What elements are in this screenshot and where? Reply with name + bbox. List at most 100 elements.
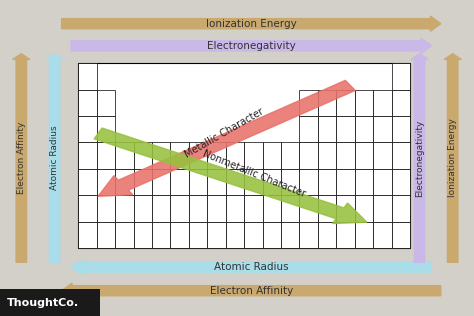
- Bar: [97, 222, 115, 248]
- Text: Electronegativity: Electronegativity: [415, 119, 424, 197]
- Bar: [78, 169, 97, 195]
- Bar: [189, 222, 207, 248]
- Bar: [355, 116, 373, 143]
- Bar: [152, 222, 170, 248]
- Bar: [244, 222, 263, 248]
- Bar: [115, 169, 134, 195]
- Bar: [134, 222, 152, 248]
- Bar: [300, 222, 318, 248]
- FancyArrow shape: [411, 54, 428, 262]
- Bar: [170, 169, 189, 195]
- Bar: [115, 143, 134, 169]
- Bar: [336, 90, 355, 116]
- Text: Metallic Character: Metallic Character: [183, 107, 265, 160]
- Bar: [318, 195, 336, 222]
- Bar: [355, 222, 373, 248]
- Bar: [170, 222, 189, 248]
- Bar: [134, 143, 152, 169]
- Bar: [392, 63, 410, 90]
- Bar: [78, 63, 97, 90]
- Bar: [244, 143, 263, 169]
- Bar: [78, 222, 97, 248]
- FancyArrow shape: [62, 283, 441, 298]
- Bar: [226, 195, 244, 222]
- Bar: [318, 222, 336, 248]
- Text: Electronegativity: Electronegativity: [207, 41, 296, 51]
- FancyArrow shape: [98, 80, 355, 196]
- Bar: [392, 195, 410, 222]
- Bar: [300, 116, 318, 143]
- Bar: [0, 289, 100, 316]
- Bar: [392, 143, 410, 169]
- Bar: [97, 90, 115, 116]
- Bar: [263, 222, 281, 248]
- Bar: [244, 169, 263, 195]
- FancyArrow shape: [71, 259, 431, 275]
- Bar: [336, 116, 355, 143]
- Bar: [134, 195, 152, 222]
- FancyArrow shape: [444, 54, 461, 262]
- Bar: [189, 169, 207, 195]
- Bar: [392, 116, 410, 143]
- Bar: [281, 169, 300, 195]
- FancyArrow shape: [46, 54, 63, 262]
- Bar: [373, 222, 392, 248]
- Text: Electron Affinity: Electron Affinity: [17, 122, 26, 194]
- FancyArrow shape: [71, 38, 431, 53]
- Bar: [97, 116, 115, 143]
- Bar: [78, 116, 97, 143]
- Bar: [336, 143, 355, 169]
- Bar: [78, 63, 410, 248]
- Bar: [78, 143, 97, 169]
- Text: Electron Affinity: Electron Affinity: [210, 286, 293, 296]
- Bar: [170, 195, 189, 222]
- Bar: [355, 90, 373, 116]
- Bar: [263, 143, 281, 169]
- Text: Atomic Radius: Atomic Radius: [214, 262, 289, 272]
- Bar: [318, 116, 336, 143]
- Bar: [281, 143, 300, 169]
- Bar: [207, 222, 226, 248]
- FancyArrow shape: [13, 54, 30, 262]
- Bar: [134, 169, 152, 195]
- Text: Nonmetallic Character: Nonmetallic Character: [201, 149, 307, 199]
- Bar: [97, 195, 115, 222]
- Bar: [281, 195, 300, 222]
- Bar: [189, 195, 207, 222]
- Bar: [300, 169, 318, 195]
- Bar: [263, 169, 281, 195]
- Bar: [97, 169, 115, 195]
- Bar: [336, 222, 355, 248]
- Bar: [263, 195, 281, 222]
- Bar: [226, 222, 244, 248]
- Bar: [97, 143, 115, 169]
- Bar: [115, 222, 134, 248]
- Bar: [207, 143, 226, 169]
- Text: Atomic Radius: Atomic Radius: [50, 126, 59, 190]
- FancyArrow shape: [62, 16, 441, 31]
- Bar: [355, 195, 373, 222]
- Bar: [373, 116, 392, 143]
- Bar: [373, 169, 392, 195]
- Bar: [207, 195, 226, 222]
- Bar: [373, 195, 392, 222]
- Text: ThoughtCo.: ThoughtCo.: [7, 298, 79, 308]
- Bar: [373, 90, 392, 116]
- Bar: [373, 143, 392, 169]
- Bar: [355, 143, 373, 169]
- Bar: [170, 143, 189, 169]
- Bar: [300, 143, 318, 169]
- Bar: [281, 222, 300, 248]
- FancyArrow shape: [94, 128, 367, 223]
- Bar: [207, 169, 226, 195]
- Bar: [336, 195, 355, 222]
- Bar: [244, 195, 263, 222]
- Bar: [392, 169, 410, 195]
- Bar: [318, 143, 336, 169]
- Bar: [152, 169, 170, 195]
- Bar: [152, 143, 170, 169]
- Bar: [78, 90, 97, 116]
- Bar: [355, 169, 373, 195]
- Bar: [226, 169, 244, 195]
- Bar: [300, 195, 318, 222]
